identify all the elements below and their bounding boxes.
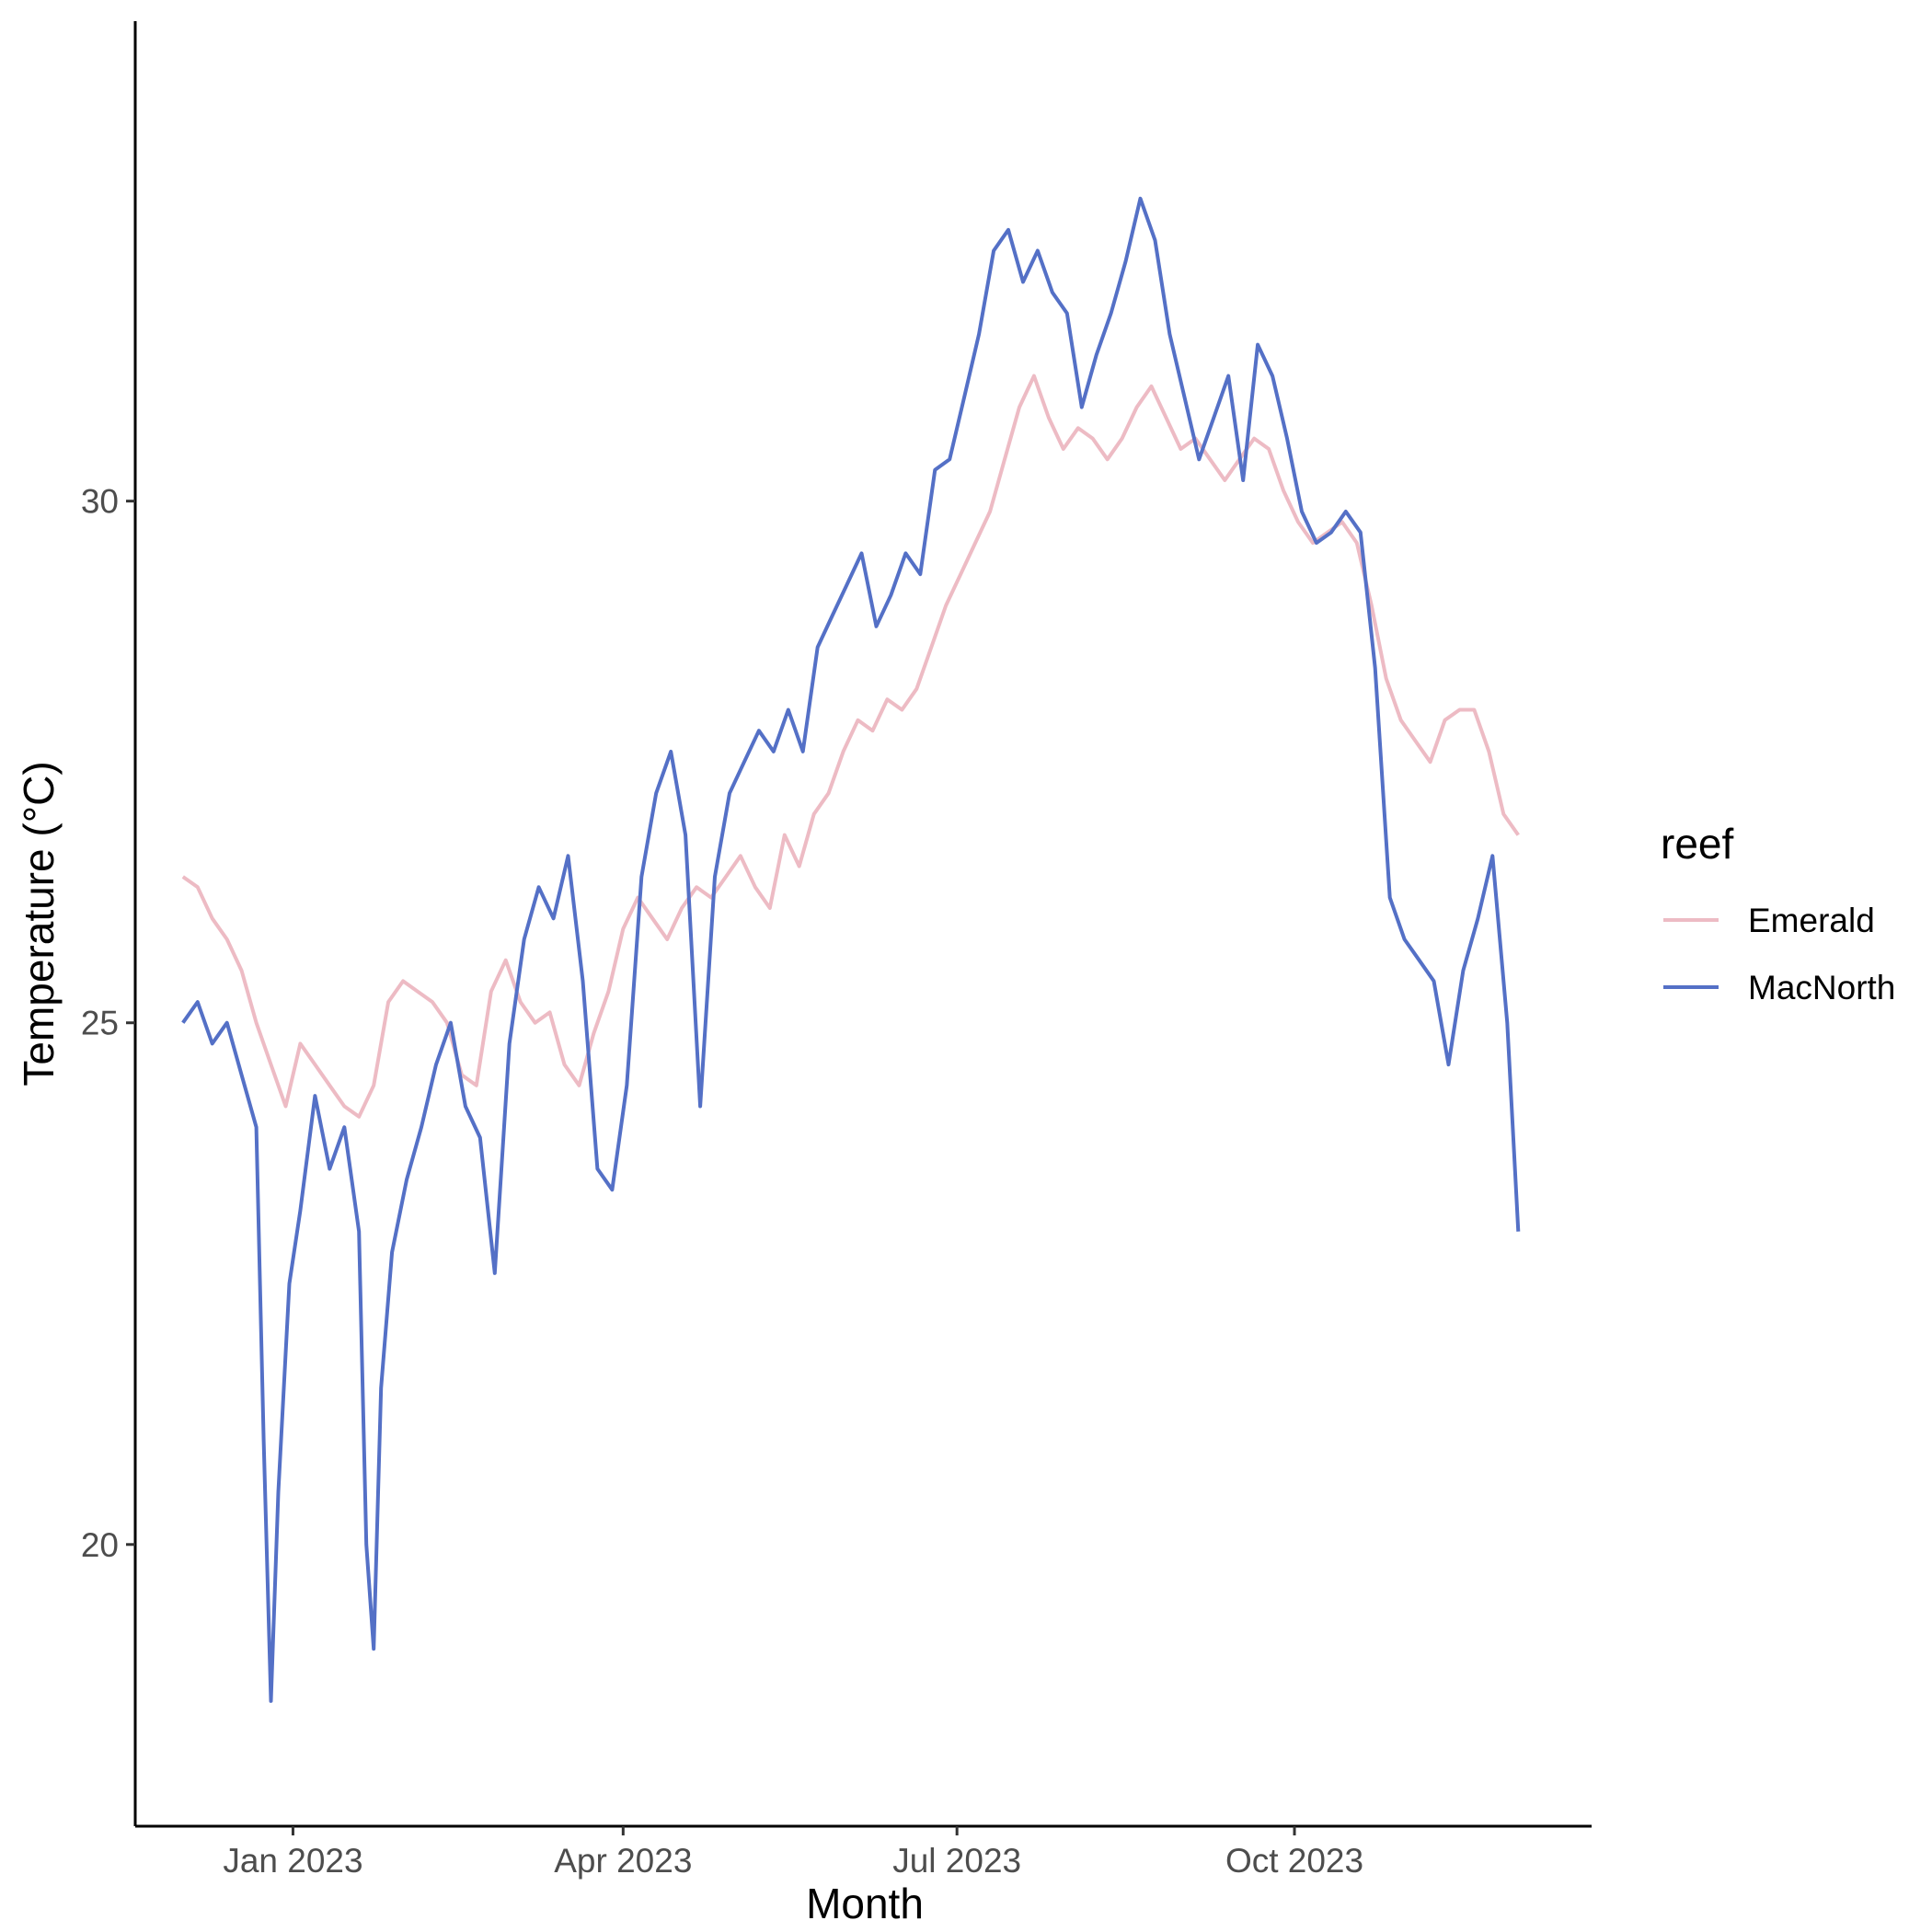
x-ticks: Jan 2023 Apr 2023 Jul 2023 Oct 2023 — [223, 1826, 1363, 1880]
series-layer — [181, 196, 1521, 1703]
x-tick-label-1: Apr 2023 — [554, 1842, 692, 1880]
x-tick-label-3: Oct 2023 — [1225, 1842, 1363, 1880]
y-tick-label-25: 25 — [81, 1005, 119, 1042]
series-line-macnorth — [181, 196, 1521, 1703]
x-axis-title: Month — [806, 1880, 924, 1927]
x-tick-label-0: Jan 2023 — [223, 1842, 362, 1880]
y-tick-label-30: 30 — [81, 483, 119, 521]
y-tick-label-20: 20 — [81, 1526, 119, 1564]
legend: reef Emerald MacNorth — [1661, 820, 1895, 1006]
y-axis-title: Temperature (°C) — [15, 761, 63, 1086]
legend-label-macnorth: MacNorth — [1748, 969, 1895, 1006]
y-ticks: 20 25 30 — [81, 483, 135, 1564]
legend-title: reef — [1661, 820, 1733, 868]
series-line-emerald — [181, 374, 1520, 1119]
legend-label-emerald: Emerald — [1748, 902, 1875, 939]
x-tick-label-2: Jul 2023 — [892, 1842, 1021, 1880]
